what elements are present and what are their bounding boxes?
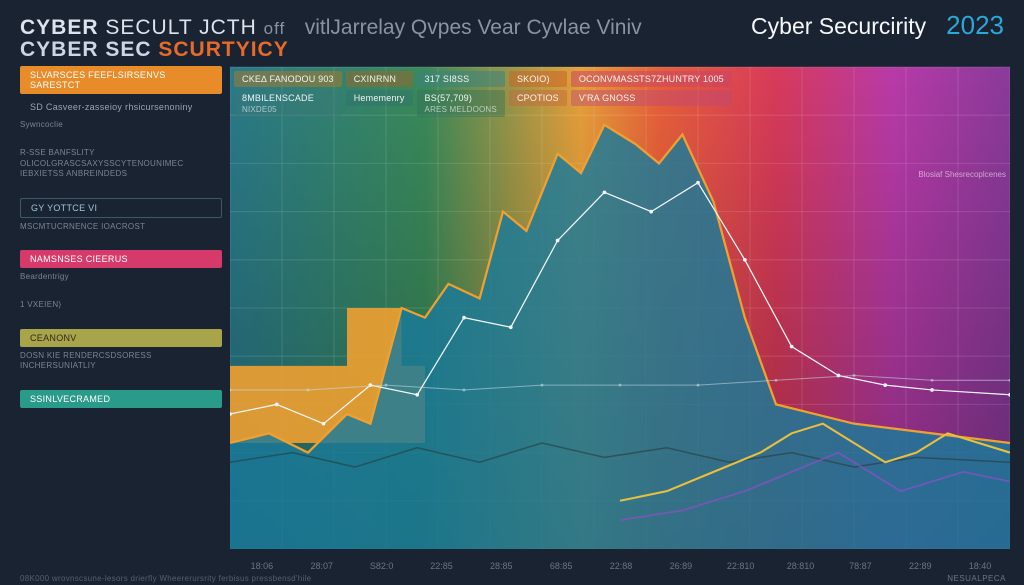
- sidebar-note: Beardentrigy: [20, 272, 222, 282]
- chart-header-chips: CKE∆ FANODOU 903 8MBILENSCADENIXDE05CXINR…: [230, 67, 1010, 129]
- x-tick: 68:85: [531, 561, 591, 571]
- sidebar-group: GY YOTTCE VI MSCMTUCRNENCE IOACROST: [20, 198, 222, 232]
- line-cyan-flat-dot: [619, 384, 622, 387]
- x-tick: 78:87: [830, 561, 890, 571]
- line-white-dot: [415, 393, 419, 397]
- year-label: 2023: [946, 10, 1004, 41]
- x-tick: 18:06: [232, 561, 292, 571]
- chart-chip[interactable]: V'RA GNOSS: [571, 90, 732, 106]
- line-white-dot: [603, 190, 607, 194]
- x-tick: 22:88: [591, 561, 651, 571]
- sidebar-note: DOSN KIE RENDERCSDSORESSINCHERSUNIATLIY: [20, 351, 222, 372]
- chart-chip-column: OCONVMASSTS7ZHUNTRY 1005 V'RA GNOSS: [571, 71, 732, 129]
- chart-chip[interactable]: CKE∆ FANODOU 903: [234, 71, 342, 87]
- header: CYBER SECULT JCTH off CYBER SEC SCURTYIC…: [0, 0, 1024, 65]
- x-tick: 22:810: [711, 561, 771, 571]
- line-white-dot: [696, 181, 700, 185]
- x-tick: 26:89: [651, 561, 711, 571]
- chart-chip[interactable]: OCONVMASSTS7ZHUNTRY 1005: [571, 71, 732, 87]
- title-stack: CYBER SECULT JCTH off CYBER SEC SCURTYIC…: [20, 17, 289, 61]
- sidebar-chip[interactable]: SD Casveer-zasseioy rhsicursenoniny: [20, 98, 222, 116]
- right-annotation: Blosiaf Shesrecoplcenes: [918, 170, 1006, 179]
- line-cyan-flat-dot: [307, 389, 310, 392]
- chart-chip[interactable]: 8MBILENSCADENIXDE05: [234, 90, 342, 117]
- x-tick: 22:85: [412, 561, 472, 571]
- chart-area: CKE∆ FANODOU 903 8MBILENSCADENIXDE05CXINR…: [230, 66, 1010, 549]
- x-tick: 28:85: [471, 561, 531, 571]
- line-white-dot: [790, 345, 794, 349]
- x-tick: S82:0: [352, 561, 412, 571]
- line-white-dot: [462, 316, 466, 320]
- line-cyan-flat-dot: [931, 379, 934, 382]
- line-white-dot: [883, 383, 887, 387]
- x-tick: 22:89: [890, 561, 950, 571]
- chart-chip[interactable]: CXINRNN: [346, 71, 413, 87]
- line-white-dot: [275, 403, 279, 407]
- line-white-dot: [649, 210, 653, 214]
- line-white-dot: [322, 422, 326, 426]
- sidebar-chip[interactable]: SLVARSCES FEEFLSIRSENVS SARESTCT: [20, 66, 222, 94]
- line-cyan-flat-dot: [541, 384, 544, 387]
- brand-label: Cyber Securcirity: [751, 13, 926, 40]
- chart-chip[interactable]: 317 SI8SS: [417, 71, 505, 87]
- line-white-dot: [930, 388, 934, 392]
- line-cyan-flat-dot: [775, 379, 778, 382]
- line-white-dot: [556, 239, 560, 243]
- sidebar-group: 1 VXEIEN): [20, 300, 222, 310]
- x-tick: 28:07: [292, 561, 352, 571]
- x-tick: 28:810: [771, 561, 831, 571]
- sidebar-note: R-SSE BANFSLITY OLICOLGRASCSAXYSSCYTENOU…: [20, 148, 222, 179]
- chart-chip-column: SKOIO) CPOTIOS: [509, 71, 567, 129]
- sidebar-chip[interactable]: SSINLVECRAMED: [20, 390, 222, 408]
- sidebar-note: MSCMTUCRNENCE IOACROST: [20, 222, 222, 232]
- chart-svg: [230, 67, 1010, 549]
- line-cyan-flat-dot: [853, 374, 856, 377]
- line-cyan-flat-dot: [463, 389, 466, 392]
- line-cyan-flat-dot: [697, 384, 700, 387]
- subtitle: vitlJarrelay Qvpes Vear Cyvlae Viniv: [305, 16, 642, 40]
- chart-chip-column: CXINRNN Hememenry: [346, 71, 413, 129]
- sidebar-note: Sywncoclie: [20, 120, 222, 130]
- x-axis: 18:0628:07S82:022:8528:8568:8522:8826:89…: [232, 561, 1010, 571]
- footer-right: NESUALPECA: [947, 574, 1006, 583]
- x-tick: 18:40: [950, 561, 1010, 571]
- sidebar-group: NAMSNSES CIEERUS Beardentrigy: [20, 250, 222, 282]
- sidebar-group: SSINLVECRAMED: [20, 390, 222, 408]
- sidebar-chip[interactable]: NAMSNSES CIEERUS: [20, 250, 222, 268]
- sidebar-chip[interactable]: GY YOTTCE VI: [20, 198, 222, 218]
- chart-chip-column: CKE∆ FANODOU 903 8MBILENSCADENIXDE05: [234, 71, 342, 129]
- title-line-2: CYBER SEC SCURTYICY: [20, 39, 289, 61]
- chart-chip[interactable]: BS(57,709)ARES MELDOONS: [417, 90, 505, 117]
- title-line-1: CYBER SECULT JCTH off: [20, 17, 289, 39]
- line-white-dot: [743, 258, 747, 262]
- chart-chip[interactable]: SKOIO): [509, 71, 567, 87]
- sidebar-group: R-SSE BANFSLITY OLICOLGRASCSAXYSSCYTENOU…: [20, 148, 222, 179]
- main: SLVARSCES FEEFLSIRSENVS SARESTCT SD Casve…: [20, 66, 1010, 549]
- sidebar-note: 1 VXEIEN): [20, 300, 222, 310]
- sidebar-group: SLVARSCES FEEFLSIRSENVS SARESTCT SD Casve…: [20, 66, 222, 130]
- sidebar-chip[interactable]: CEANONV: [20, 329, 222, 347]
- line-white-dot: [509, 325, 513, 329]
- footer-left: 08K000 wrovnscsune-lesors drierfly Wheer…: [20, 574, 311, 583]
- line-cyan-flat-dot: [385, 384, 388, 387]
- sidebar: SLVARSCES FEEFLSIRSENVS SARESTCT SD Casve…: [20, 66, 230, 549]
- sidebar-group: CEANONV DOSN KIE RENDERCSDSORESSINCHERSUN…: [20, 329, 222, 372]
- chart-chip[interactable]: Hememenry: [346, 90, 413, 106]
- chart-chip[interactable]: CPOTIOS: [509, 90, 567, 106]
- chart-chip-column: 317 SI8SS BS(57,709)ARES MELDOONS: [417, 71, 505, 129]
